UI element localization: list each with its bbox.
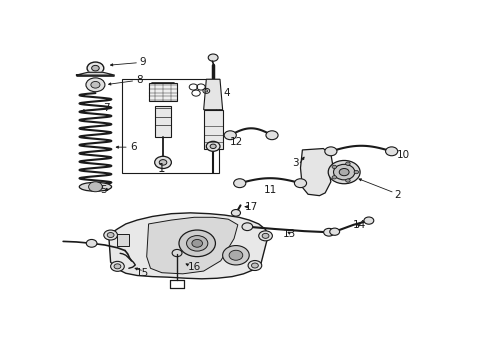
Bar xyxy=(155,105,172,138)
Circle shape xyxy=(332,176,337,179)
Bar xyxy=(118,234,129,246)
Circle shape xyxy=(364,217,374,224)
Circle shape xyxy=(86,239,97,247)
Circle shape xyxy=(328,161,360,184)
Circle shape xyxy=(345,162,350,165)
Circle shape xyxy=(205,90,208,92)
Circle shape xyxy=(224,131,236,140)
Text: 7: 7 xyxy=(103,103,110,113)
Polygon shape xyxy=(76,72,115,75)
Text: 17: 17 xyxy=(245,202,258,212)
Polygon shape xyxy=(204,79,222,110)
Polygon shape xyxy=(300,149,333,195)
Bar xyxy=(122,79,219,174)
Circle shape xyxy=(222,246,249,265)
Circle shape xyxy=(345,179,350,182)
Circle shape xyxy=(89,182,102,192)
Circle shape xyxy=(262,233,269,238)
Text: 12: 12 xyxy=(230,136,244,147)
Circle shape xyxy=(266,131,278,140)
Text: 16: 16 xyxy=(188,262,201,272)
Circle shape xyxy=(91,81,100,88)
Circle shape xyxy=(354,170,359,174)
Bar xyxy=(204,110,222,149)
Bar xyxy=(148,82,177,102)
Text: 5: 5 xyxy=(99,185,106,195)
Circle shape xyxy=(206,141,220,151)
Text: 13: 13 xyxy=(282,229,296,239)
Circle shape xyxy=(330,228,340,235)
Text: 4: 4 xyxy=(223,88,230,98)
Circle shape xyxy=(155,156,172,168)
Text: 6: 6 xyxy=(130,142,137,152)
Circle shape xyxy=(334,164,355,180)
Circle shape xyxy=(86,78,105,92)
Circle shape xyxy=(325,147,337,156)
Circle shape xyxy=(294,179,307,188)
Text: 8: 8 xyxy=(136,75,143,85)
Circle shape xyxy=(210,144,216,149)
Text: 3: 3 xyxy=(293,158,299,168)
Circle shape xyxy=(231,210,241,216)
Ellipse shape xyxy=(79,183,112,191)
Circle shape xyxy=(229,250,243,260)
Circle shape xyxy=(92,66,99,71)
Text: 1: 1 xyxy=(158,162,166,175)
Circle shape xyxy=(259,231,272,241)
Polygon shape xyxy=(147,217,238,274)
Polygon shape xyxy=(109,213,268,279)
Text: 11: 11 xyxy=(264,185,277,195)
Circle shape xyxy=(159,159,167,165)
Circle shape xyxy=(386,147,398,156)
Circle shape xyxy=(208,54,218,61)
Circle shape xyxy=(179,230,216,257)
Text: 14: 14 xyxy=(353,220,366,230)
Circle shape xyxy=(104,230,118,240)
Circle shape xyxy=(324,228,334,236)
Text: 10: 10 xyxy=(396,150,410,159)
Circle shape xyxy=(242,223,253,231)
Circle shape xyxy=(87,62,104,74)
Circle shape xyxy=(187,235,208,251)
Circle shape xyxy=(107,233,114,238)
Circle shape xyxy=(192,239,202,247)
Circle shape xyxy=(111,261,124,271)
Circle shape xyxy=(332,165,337,168)
Circle shape xyxy=(114,264,121,269)
Text: 15: 15 xyxy=(136,268,149,278)
Text: 2: 2 xyxy=(394,190,401,200)
Circle shape xyxy=(234,179,246,188)
Circle shape xyxy=(339,168,349,176)
Circle shape xyxy=(248,261,262,270)
Text: 9: 9 xyxy=(140,57,146,67)
Circle shape xyxy=(251,263,258,268)
